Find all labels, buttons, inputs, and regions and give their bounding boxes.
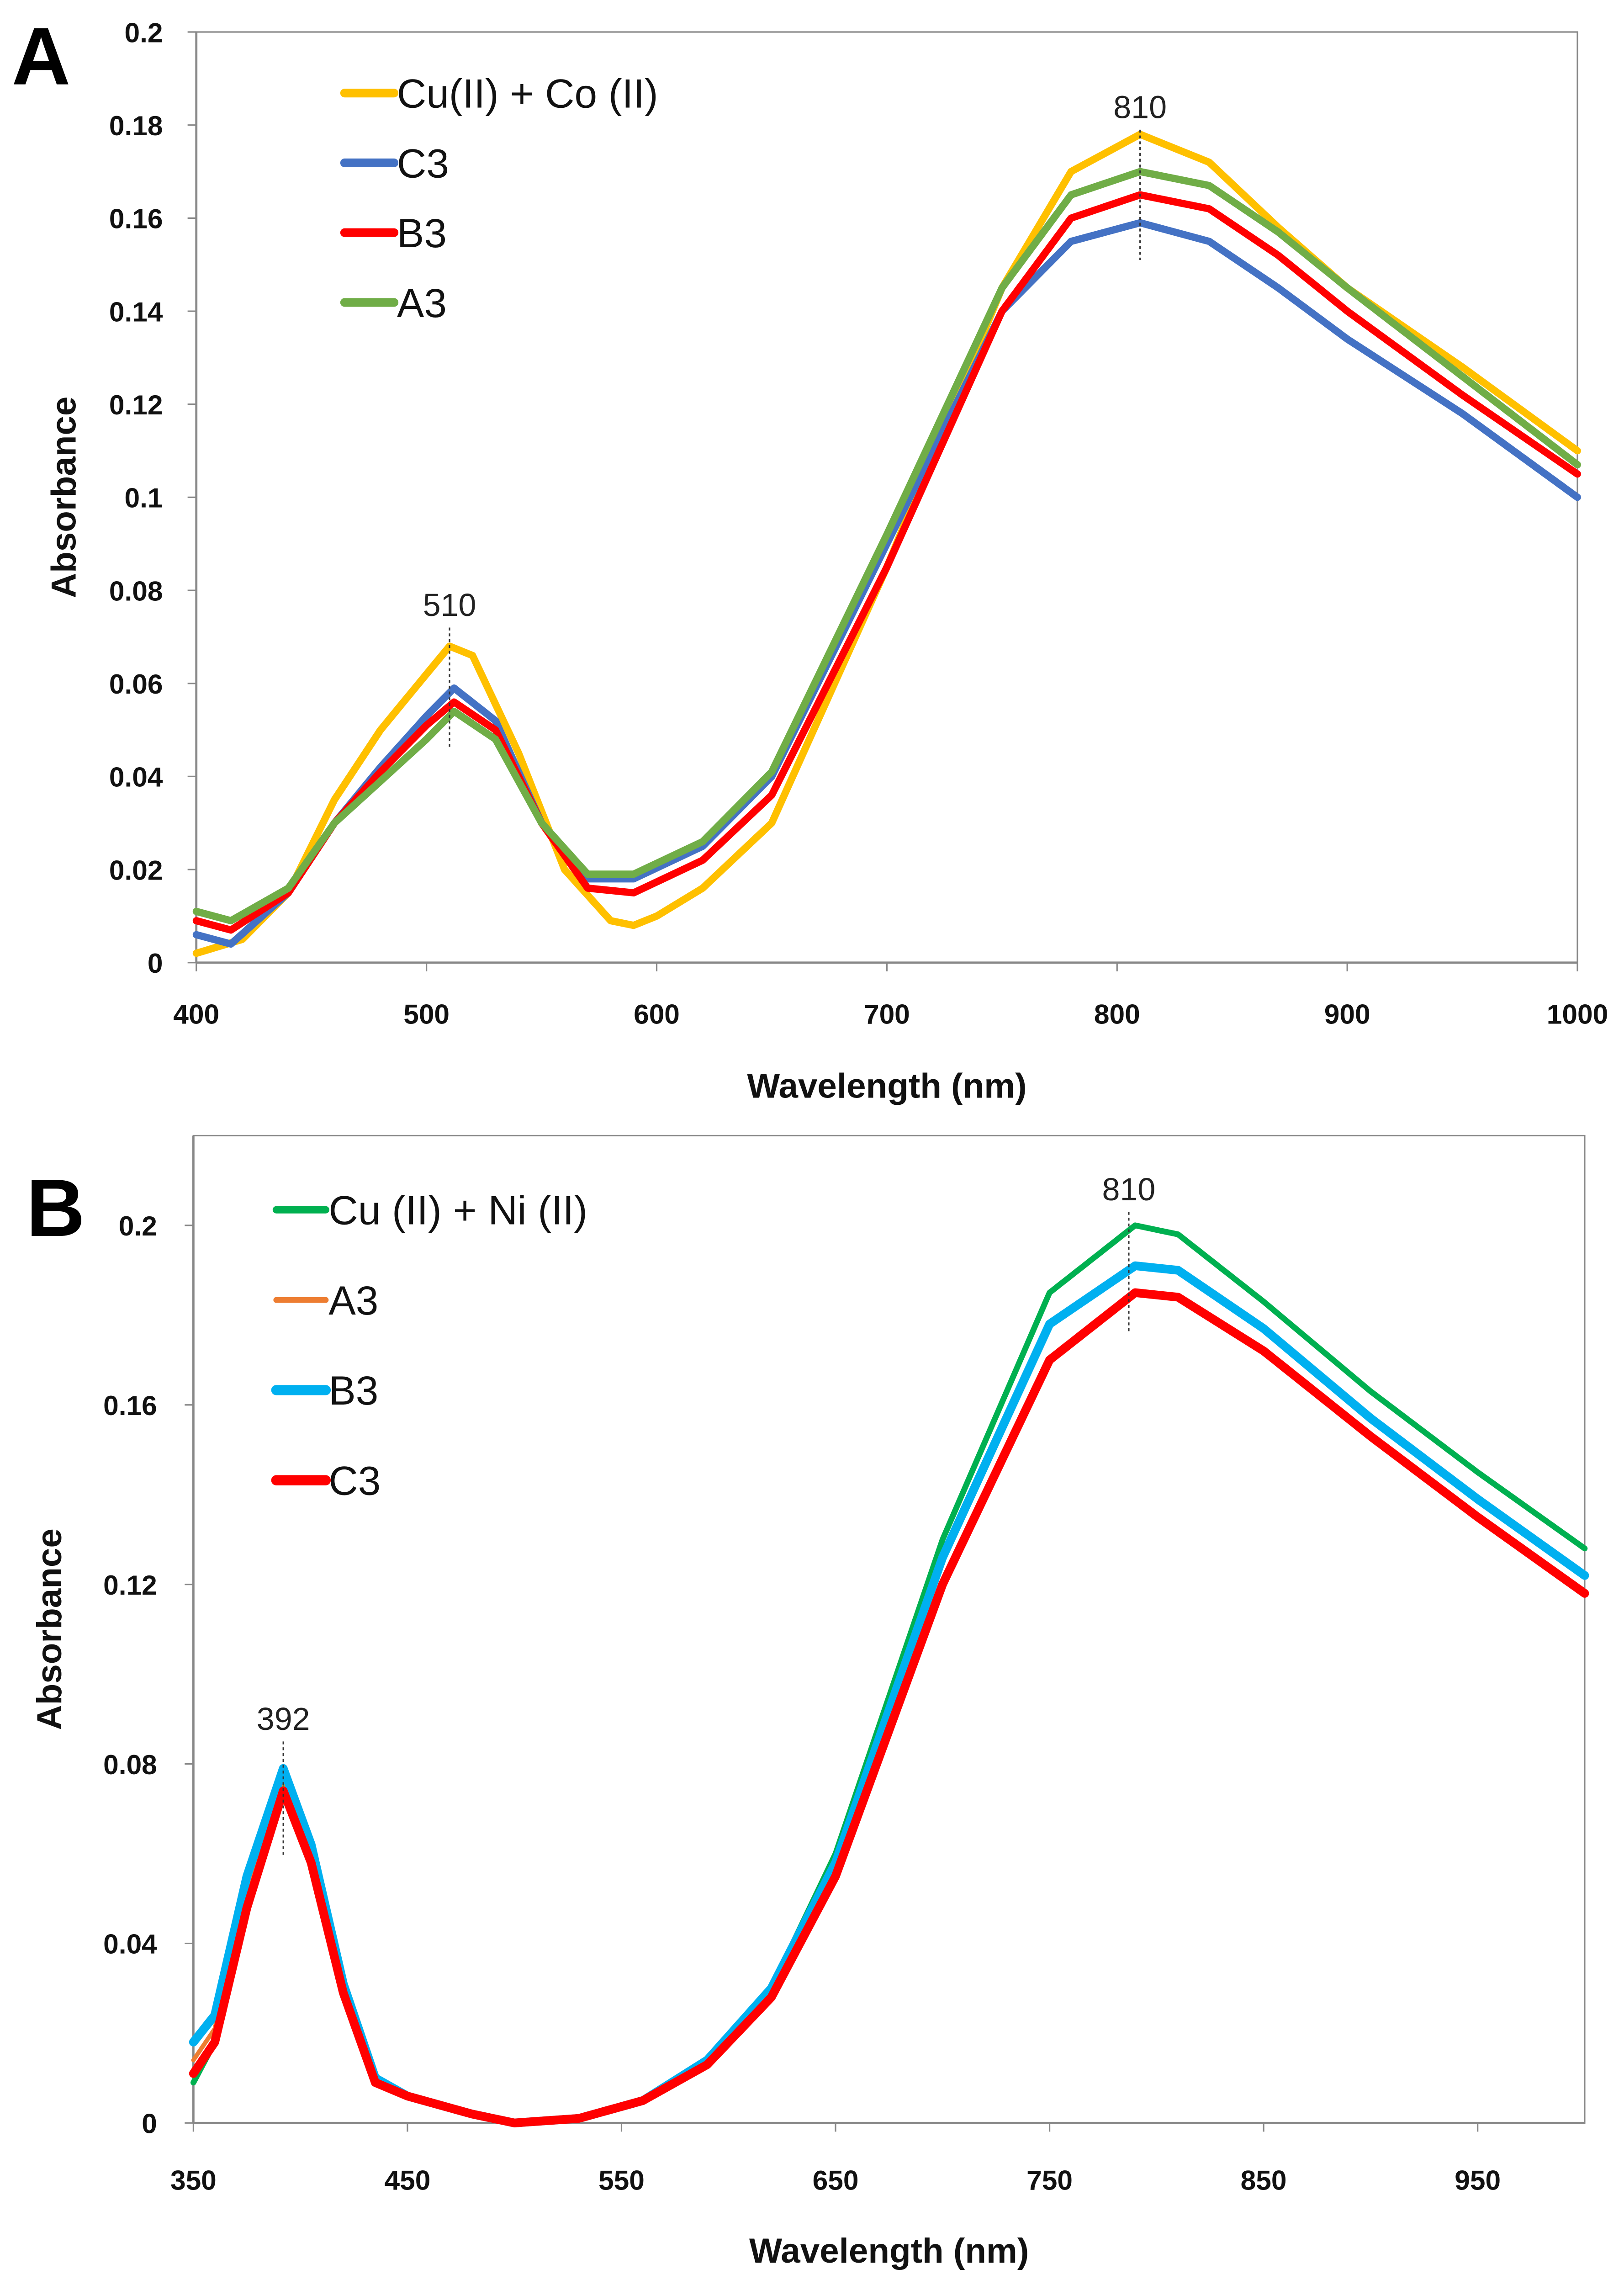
x-tick-label: 700 (864, 998, 910, 1029)
y-axis-label: Absorbance (45, 397, 84, 598)
x-axis-label: Wavelength (nm) (747, 1067, 1026, 1106)
y-tick-label: 0.04 (109, 762, 163, 793)
x-tick-label: 550 (598, 2165, 645, 2196)
x-tick-label: 500 (403, 998, 450, 1029)
y-axis-label: Absorbance (30, 1528, 69, 1730)
x-tick-label: 600 (634, 998, 680, 1029)
y-tick-label: 0.12 (109, 389, 163, 420)
y-tick-label: 0.18 (109, 110, 163, 141)
x-tick-label: 400 (173, 998, 219, 1029)
x-axis-label: Wavelength (nm) (749, 2232, 1029, 2270)
y-tick-label: 0.04 (103, 1929, 157, 1960)
panel-label: B (26, 1162, 85, 1253)
peak-label: 392 (257, 1701, 310, 1737)
series-line-3 (189, 1288, 1589, 2127)
peak-label: 510 (423, 587, 476, 623)
x-tick-label: 350 (170, 2165, 217, 2196)
legend-label: A3 (397, 280, 447, 326)
y-tick-label: 0.2 (119, 1210, 157, 1241)
legend-label: A3 (328, 1278, 378, 1323)
y-tick-label: 0.14 (109, 296, 163, 327)
legend-label: B3 (397, 210, 447, 256)
y-tick-label: 0.08 (109, 575, 163, 606)
y-tick-label: 0.16 (103, 1390, 157, 1421)
legend-label: Cu (II) + Ni (II) (328, 1188, 587, 1233)
y-tick-label: 0.02 (109, 854, 163, 885)
legend-label: Cu(II) + Co (II) (397, 70, 658, 116)
y-tick-label: 0.12 (103, 1569, 157, 1601)
y-tick-label: 0.16 (109, 203, 163, 234)
peak-label: 810 (1102, 1172, 1156, 1207)
y-tick-label: 0.1 (125, 483, 163, 514)
x-tick-label: 650 (813, 2165, 859, 2196)
x-tick-label: 800 (1094, 998, 1140, 1029)
panel-a: 0 0.02 0.04 0.06 0.08 0.1 0.12 0.14 0.16 0.18 0.2 4… (12, 11, 1608, 1106)
y-tick-label: 0 (142, 2108, 157, 2139)
legend-label: C3 (397, 140, 449, 186)
y-tick-label: 0.08 (103, 1749, 157, 1780)
legend-label: C3 (328, 1458, 381, 1504)
x-tick-label: 950 (1455, 2165, 1501, 2196)
plot-frame (192, 1135, 1586, 2124)
series-line-0 (192, 131, 1581, 957)
x-tick-label: 900 (1324, 998, 1370, 1029)
x-tick-label: 450 (384, 2165, 430, 2196)
panel-b: 0 0.04 0.08 0.12 0.16 0.2 350 450 550 650 750 850 95… (26, 1135, 1589, 2270)
y-tick-label: 0 (148, 948, 163, 979)
peak-label: 810 (1113, 89, 1167, 125)
x-tick-label: 1000 (1547, 998, 1608, 1029)
series-line-3 (192, 168, 1581, 925)
y-tick-label: 0.2 (125, 17, 163, 48)
legend-label: B3 (328, 1368, 378, 1413)
x-tick-label: 750 (1026, 2165, 1073, 2196)
series-line-0 (190, 1222, 1588, 2126)
panel-label: A (12, 11, 71, 102)
y-tick-label: 0.06 (109, 668, 163, 700)
x-tick-label: 850 (1241, 2165, 1287, 2196)
